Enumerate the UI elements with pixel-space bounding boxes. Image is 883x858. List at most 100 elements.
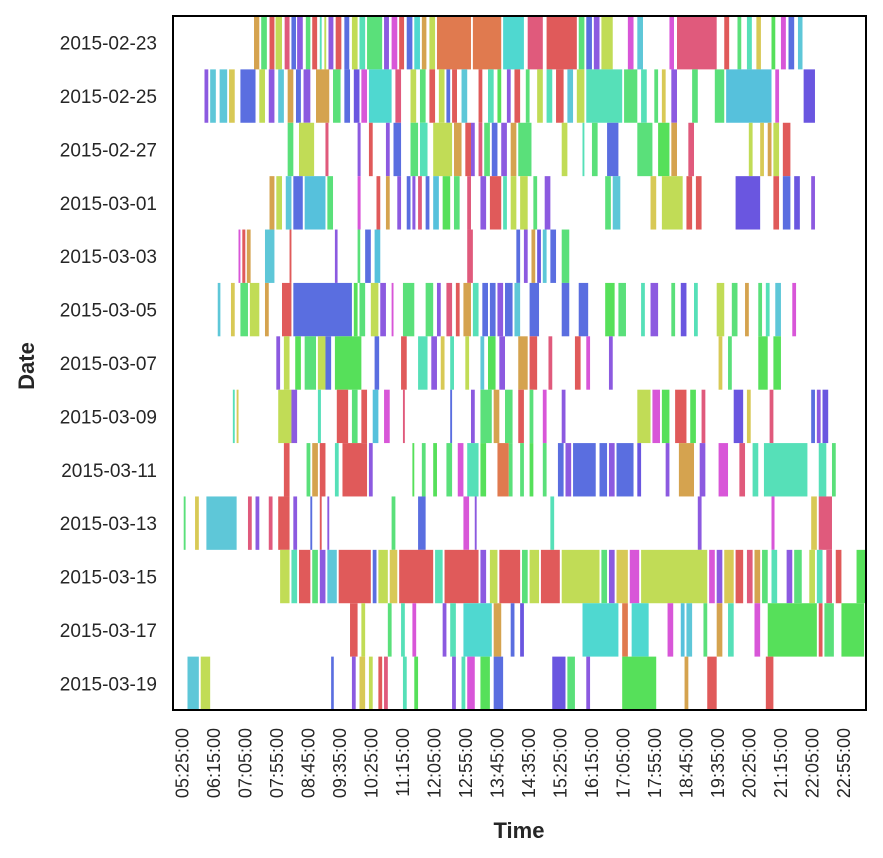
event-bar <box>446 69 451 123</box>
event-bar <box>187 656 199 710</box>
event-bar <box>249 282 260 337</box>
event-bar <box>295 336 301 390</box>
event-bar <box>361 603 366 657</box>
event-bar <box>452 69 457 123</box>
event-bar <box>357 176 361 230</box>
y-tick-label: 2015-03-03 <box>60 247 157 268</box>
event-bar <box>726 69 772 123</box>
event-bar <box>499 336 506 390</box>
event-bar <box>293 496 298 550</box>
x-tick-label: 11:15:00 <box>393 728 413 797</box>
event-bar <box>695 176 702 230</box>
y-tick-label: 2015-02-27 <box>60 141 157 162</box>
event-bar <box>686 176 693 230</box>
event-bar <box>491 122 498 177</box>
x-tick-label: 12:05:00 <box>425 728 445 798</box>
event-bar <box>480 389 492 444</box>
event-bar <box>537 69 543 123</box>
event-bar <box>278 496 290 550</box>
event-bar <box>303 69 311 123</box>
event-bar <box>482 282 488 337</box>
event-bar <box>291 389 298 444</box>
event-bar <box>410 122 419 177</box>
event-bar <box>380 282 386 337</box>
x-tick-label: 22:05:00 <box>802 728 822 798</box>
event-bar <box>368 69 392 123</box>
event-bar <box>520 603 524 657</box>
x-tick-label: 07:55:00 <box>267 728 287 798</box>
event-bar <box>204 69 209 123</box>
event-bar <box>531 229 536 283</box>
event-bar <box>376 176 381 230</box>
event-bar <box>605 282 615 337</box>
event-bar <box>463 603 492 657</box>
event-bar <box>599 443 608 497</box>
event-bar <box>703 603 708 657</box>
event-bar <box>510 122 517 177</box>
event-bar <box>246 229 251 283</box>
event-bar <box>351 389 358 444</box>
event-bar <box>641 549 708 604</box>
event-bar <box>378 549 388 604</box>
event-bar <box>325 122 329 177</box>
event-bar <box>567 69 574 123</box>
event-bar <box>255 496 260 550</box>
event-bar <box>467 656 475 710</box>
y-tick-label: 2015-03-05 <box>60 301 157 322</box>
event-bar <box>278 389 292 444</box>
event-bar <box>797 16 803 70</box>
event-bar <box>574 336 581 390</box>
event-bar <box>412 443 415 497</box>
event-bar <box>285 176 292 230</box>
event-bar <box>762 549 768 604</box>
event-bar <box>622 656 657 710</box>
event-bar <box>773 122 780 177</box>
event-bar <box>278 69 284 123</box>
x-tick-labels: 05:25:00 06:15:00 07:05:00 07:55:00 08:45:00… <box>172 728 854 798</box>
event-bar <box>391 282 394 337</box>
event-bar <box>384 16 389 70</box>
event-bar <box>745 282 749 337</box>
event-bar <box>254 16 260 70</box>
event-bar <box>240 282 248 337</box>
event-bar <box>312 16 318 70</box>
event-bar <box>319 496 322 550</box>
event-bar <box>608 549 615 604</box>
event-bar <box>361 69 368 123</box>
event-bar <box>470 389 475 444</box>
event-bar <box>331 656 334 710</box>
event-bar <box>548 336 553 390</box>
event-bar <box>206 496 237 550</box>
event-bar <box>601 549 608 604</box>
event-bar <box>433 122 453 177</box>
event-bar <box>501 122 507 177</box>
x-tick-label: 18:45:00 <box>676 728 696 798</box>
event-bar <box>765 282 770 337</box>
event-bar <box>746 549 753 604</box>
event-bar <box>457 443 464 497</box>
event-bar <box>565 443 572 497</box>
event-bar <box>641 282 645 337</box>
event-bar <box>374 229 381 283</box>
event-bar <box>582 122 585 177</box>
event-bar <box>353 282 358 337</box>
event-bar <box>488 69 494 123</box>
event-bar <box>576 69 585 123</box>
event-bar <box>835 549 842 604</box>
event-bar <box>607 122 619 177</box>
event-bar <box>281 282 292 337</box>
event-bar <box>561 549 600 604</box>
event-bar <box>773 336 781 390</box>
event-bar <box>421 16 427 70</box>
event-bar <box>493 656 504 710</box>
event-bar <box>652 389 660 444</box>
event-bar <box>503 176 507 230</box>
event-bar <box>472 16 502 70</box>
event-bar <box>522 549 528 604</box>
event-bar <box>480 443 487 497</box>
event-bar <box>542 229 547 283</box>
event-bar <box>593 16 600 70</box>
event-bar <box>295 69 301 123</box>
x-tick-label: 10:25:00 <box>361 728 381 798</box>
x-tick-label: 20:25:00 <box>740 728 760 798</box>
